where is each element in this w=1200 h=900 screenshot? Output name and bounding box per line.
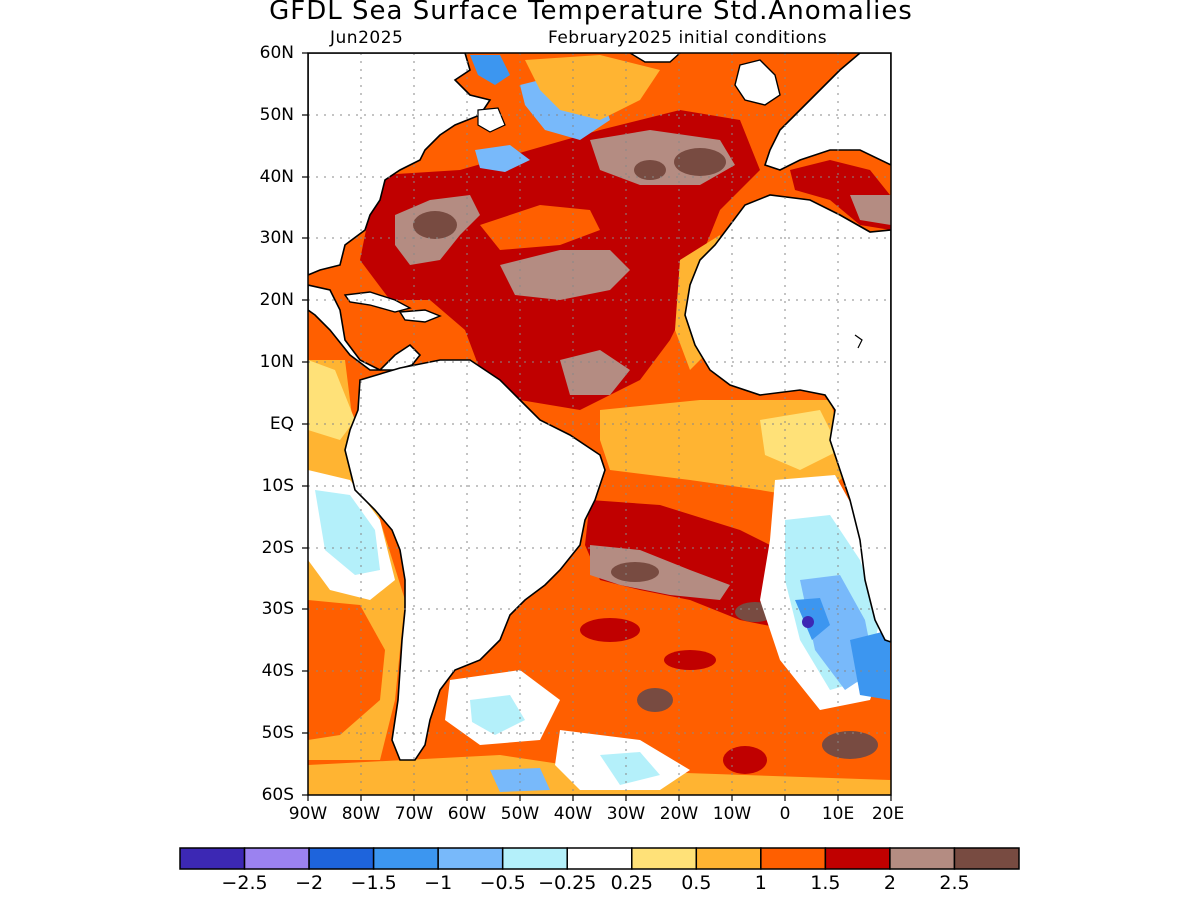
lon-label-60w: 60W	[447, 804, 487, 824]
lon-label-0: 0	[779, 804, 791, 824]
lat-label-20s: 20S	[261, 538, 294, 558]
target-month: Jun2025	[330, 28, 404, 48]
lon-label-40w: 40W	[553, 804, 593, 824]
colorbar-label-1: −2	[295, 872, 324, 894]
lat-label-50n: 50N	[259, 105, 294, 125]
colorbar-swatch-9	[760, 847, 827, 870]
land-cuba	[343, 291, 412, 313]
colorbar-label-7: 0.5	[681, 872, 712, 894]
colorbar-swatch-2	[308, 847, 375, 870]
colorbar-swatch-3	[372, 847, 439, 870]
lat-label-60n: 60N	[259, 43, 294, 63]
colorbar-label-6: 0.25	[610, 872, 653, 894]
colorbar-swatch-4	[437, 847, 504, 870]
anomaly-region-north-max-3	[634, 160, 666, 180]
anomaly-region-south-max-5	[822, 731, 878, 759]
anomaly-region-north-extreme-3	[500, 250, 630, 300]
colorbar-swatch-7	[631, 847, 698, 870]
land-madagascar-edge	[854, 334, 863, 349]
colorbar-swatch-11	[889, 847, 956, 870]
lat-label-40n: 40N	[259, 167, 294, 187]
colorbar-label-8: 1	[754, 872, 767, 894]
colorbar-swatch-5	[501, 847, 568, 870]
land-europe	[763, 53, 891, 171]
anomaly-region-south-extreme	[590, 545, 730, 600]
lat-label-10n: 10N	[259, 352, 294, 372]
anomaly-region-pacific-cool	[315, 490, 380, 575]
land-greenland-edge	[628, 53, 682, 63]
anomaly-region-newfoundland-cool	[475, 145, 530, 172]
anomaly-region-labrador-cold	[470, 55, 510, 85]
land-british-isles	[734, 59, 781, 106]
lat-label-40s: 40S	[261, 661, 294, 681]
lon-label-10e: 10E	[821, 804, 855, 824]
colorbar-label-11: 2.5	[939, 872, 970, 894]
lat-label-10s: 10S	[261, 476, 294, 496]
lon-label-90w: 90W	[288, 804, 328, 824]
colorbar-swatch-6	[566, 847, 633, 870]
lon-label-30w: 30W	[606, 804, 646, 824]
colorbar-swatch-1	[243, 847, 310, 870]
anomaly-region-gulf-guinea	[760, 410, 840, 470]
colorbar-label-0: −2.5	[221, 872, 268, 894]
lon-label-80w: 80W	[341, 804, 381, 824]
land-north-america	[308, 53, 492, 276]
gridlines	[308, 53, 891, 795]
anomaly-region-south-ocean-cool-1	[470, 695, 525, 735]
colorbar-label-9: 1.5	[810, 872, 841, 894]
colorbar-swatch-10	[824, 847, 891, 870]
lon-label-20e: 20E	[871, 804, 905, 824]
map-plot-area	[308, 53, 891, 795]
land-africa	[684, 194, 891, 643]
anomaly-region-south-hot-1	[580, 618, 640, 642]
anomaly-region-mediterranean-max	[850, 195, 891, 225]
initial-conditions: February2025 initial conditions	[548, 28, 828, 48]
tick-marks	[302, 52, 892, 801]
anomaly-region-south-max-1	[611, 562, 659, 582]
anomaly-region-pacific-warm	[308, 600, 385, 740]
lon-label-10w: 10W	[712, 804, 752, 824]
anomaly-region-north-max-2	[674, 148, 726, 176]
anomaly-region-south-hot-3	[723, 746, 767, 774]
lat-label-30n: 30N	[259, 228, 294, 248]
anomaly-region-south-ocean-cool-3	[600, 752, 660, 785]
land-newfoundland	[477, 107, 506, 133]
lon-label-20w: 20W	[659, 804, 699, 824]
anomaly-region-south-hot-2	[664, 650, 716, 670]
anomaly-region-north-max-1	[413, 211, 457, 239]
anomaly-region-pacific-tropical	[308, 360, 355, 440]
anomaly-region-north-mild	[525, 55, 660, 120]
lat-label-30s: 30S	[261, 599, 294, 619]
colorbar-swatch-0	[179, 847, 246, 870]
colorbar-swatch-12	[953, 847, 1020, 870]
colorbar-label-5: −0.25	[538, 872, 597, 894]
lat-label-20n: 20N	[259, 290, 294, 310]
anomaly-region-cold-core	[802, 616, 814, 628]
anomaly-region-north-extreme-4	[560, 350, 630, 395]
lat-label-eq: EQ	[269, 414, 294, 434]
land-hispaniola	[398, 309, 442, 323]
lon-label-50w: 50W	[500, 804, 540, 824]
anomaly-region-se-blue	[850, 630, 890, 700]
colorbar-swatch-8	[695, 847, 762, 870]
colorbar-label-3: −1	[424, 872, 453, 894]
land-central-america	[308, 284, 422, 371]
anomaly-region-south-max-3	[637, 688, 673, 712]
colorbar-label-10: 2	[883, 872, 896, 894]
lon-label-70w: 70W	[394, 804, 434, 824]
colorbar-label-2: −1.5	[350, 872, 397, 894]
map-title: GFDL Sea Surface Temperature Std.Anomali…	[269, 0, 913, 26]
land-south-america	[344, 359, 606, 761]
lat-label-50s: 50S	[261, 723, 294, 743]
anomaly-region-north-moderate	[480, 205, 600, 250]
anomaly-region-south-ocean-cool-2	[490, 768, 550, 792]
lat-label-60s: 60S	[261, 785, 294, 805]
colorbar-label-4: −0.5	[479, 872, 526, 894]
